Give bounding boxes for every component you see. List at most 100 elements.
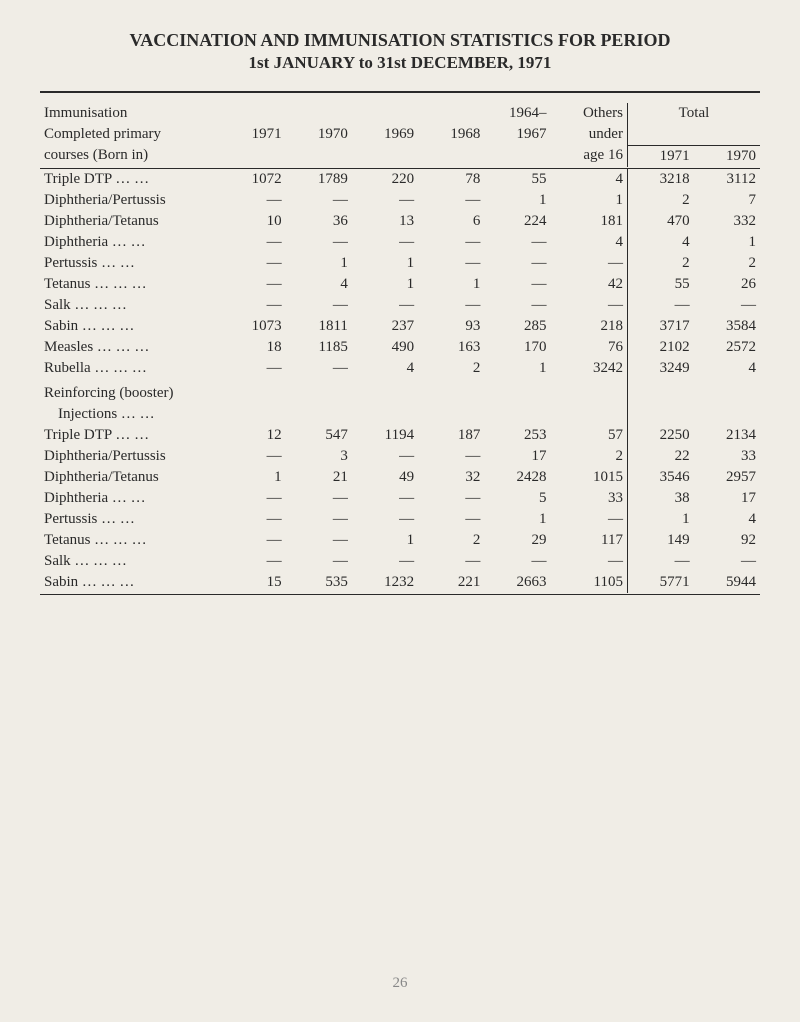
data-cell: 4 <box>352 358 418 379</box>
data-cell: 18 <box>219 337 285 358</box>
page-subtitle: 1st JANUARY to 31st DECEMBER, 1971 <box>40 53 760 73</box>
table-row: Sabin … … …107318112379328521837173584 <box>40 316 760 337</box>
table-row: Pertussis … …————1—14 <box>40 509 760 530</box>
data-cell: 149 <box>627 530 693 551</box>
data-cell: 22 <box>627 446 693 467</box>
data-cell: 4 <box>551 232 628 253</box>
data-cell: 2957 <box>694 467 760 488</box>
data-cell: 4 <box>551 168 628 190</box>
header-cell: 1967 <box>484 124 550 145</box>
row-label: Sabin … … … <box>40 572 219 593</box>
data-cell: 181 <box>551 211 628 232</box>
data-cell: — <box>352 551 418 572</box>
data-cell: 4 <box>627 232 693 253</box>
data-cell: 21 <box>286 467 352 488</box>
header-cell: Immunisation <box>40 103 219 124</box>
data-cell: — <box>484 295 550 316</box>
data-cell: 1185 <box>286 337 352 358</box>
data-cell: — <box>219 509 285 530</box>
stats-table: Immunisation 1964– Others Total Complete… <box>40 103 760 595</box>
row-label: Triple DTP … … <box>40 425 219 446</box>
data-cell: 38 <box>627 488 693 509</box>
header-cell <box>219 145 285 167</box>
header-cell: age 16 <box>551 145 628 167</box>
data-cell: 4 <box>286 274 352 295</box>
data-cell: 5 <box>484 488 550 509</box>
data-cell: — <box>219 253 285 274</box>
header-cell <box>219 103 285 124</box>
header-cell: Others <box>551 103 628 124</box>
header-cell <box>286 145 352 167</box>
data-cell: — <box>352 232 418 253</box>
data-cell: — <box>551 509 628 530</box>
table-row: Diphtheria/Tetanus1036136224181470332 <box>40 211 760 232</box>
row-label: Diphtheria/Pertussis <box>40 190 219 211</box>
data-cell: — <box>484 253 550 274</box>
data-cell: 1105 <box>551 572 628 593</box>
data-cell: 1 <box>286 253 352 274</box>
booster-label: Reinforcing (booster) <box>40 379 219 404</box>
data-cell: 42 <box>551 274 628 295</box>
data-cell: 2 <box>418 530 484 551</box>
data-cell: — <box>418 551 484 572</box>
header-cell: Total <box>627 103 760 124</box>
data-cell: — <box>286 551 352 572</box>
booster-header: Reinforcing (booster) Injections … … <box>40 379 760 425</box>
table-row: Measles … … …1811854901631707621022572 <box>40 337 760 358</box>
data-cell: 163 <box>418 337 484 358</box>
data-cell: — <box>694 551 760 572</box>
row-label: Diphtheria/Tetanus <box>40 211 219 232</box>
data-cell: — <box>219 274 285 295</box>
data-cell: — <box>418 488 484 509</box>
table-row: Diphtheria/Tetanus1214932242810153546295… <box>40 467 760 488</box>
header-cell: 1969 <box>352 124 418 145</box>
data-cell: — <box>551 295 628 316</box>
table-row: Diphtheria/Pertussis—3——1722233 <box>40 446 760 467</box>
data-cell: 470 <box>627 211 693 232</box>
data-cell: — <box>286 358 352 379</box>
data-cell: 55 <box>484 168 550 190</box>
data-cell: — <box>219 232 285 253</box>
data-cell: — <box>352 488 418 509</box>
data-cell: 2102 <box>627 337 693 358</box>
data-cell: 1 <box>484 509 550 530</box>
data-cell: 26 <box>694 274 760 295</box>
row-label: Sabin … … … <box>40 316 219 337</box>
row-label: Triple DTP … … <box>40 168 219 190</box>
header-cell <box>418 145 484 167</box>
top-rule <box>40 91 760 93</box>
data-cell: 10 <box>219 211 285 232</box>
data-cell: 535 <box>286 572 352 593</box>
data-cell: — <box>352 295 418 316</box>
data-cell: 92 <box>694 530 760 551</box>
data-cell: 2428 <box>484 467 550 488</box>
data-cell: 2 <box>418 358 484 379</box>
data-cell: 490 <box>352 337 418 358</box>
header-cell: under <box>551 124 628 145</box>
table-row: Diphtheria … …————5333817 <box>40 488 760 509</box>
header-cell: 1964– <box>484 103 550 124</box>
row-label: Diphtheria/Pertussis <box>40 446 219 467</box>
data-cell: — <box>694 295 760 316</box>
data-cell: — <box>484 232 550 253</box>
data-cell: 1194 <box>352 425 418 446</box>
data-cell: 3242 <box>551 358 628 379</box>
table-row: Sabin … … …1553512322212663110557715944 <box>40 572 760 593</box>
data-cell: — <box>418 295 484 316</box>
data-cell: 285 <box>484 316 550 337</box>
header-cell: 1968 <box>418 124 484 145</box>
data-cell: 33 <box>694 446 760 467</box>
data-cell: 237 <box>352 316 418 337</box>
data-cell: — <box>286 488 352 509</box>
row-label: Pertussis … … <box>40 253 219 274</box>
data-cell: 32 <box>418 467 484 488</box>
data-cell: 221 <box>418 572 484 593</box>
row-label: Diphtheria … … <box>40 232 219 253</box>
data-cell: — <box>219 295 285 316</box>
table-row: Triple DTP … …107217892207855432183112 <box>40 168 760 190</box>
row-label: Diphtheria … … <box>40 488 219 509</box>
data-cell: 224 <box>484 211 550 232</box>
data-cell: 1 <box>352 530 418 551</box>
data-cell: 253 <box>484 425 550 446</box>
data-cell: 3 <box>286 446 352 467</box>
